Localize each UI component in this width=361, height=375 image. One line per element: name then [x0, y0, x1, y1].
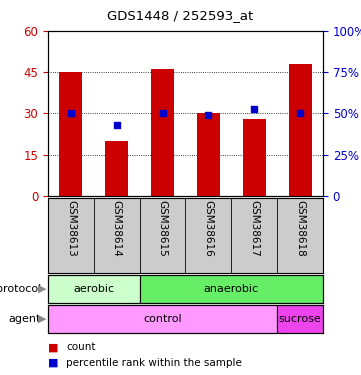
Bar [277, 305, 323, 333]
Point [114, 122, 119, 128]
Bar [151, 69, 174, 196]
Text: agent: agent [8, 314, 41, 324]
Text: ■: ■ [48, 342, 58, 352]
Point [205, 112, 211, 118]
Text: GSM38613: GSM38613 [66, 200, 76, 257]
Text: GSM38615: GSM38615 [158, 200, 168, 257]
Bar [197, 114, 220, 196]
Bar [289, 64, 312, 196]
Point [297, 111, 303, 117]
Text: GSM38614: GSM38614 [112, 200, 122, 257]
Text: GSM38616: GSM38616 [203, 200, 213, 257]
Text: ▶: ▶ [38, 314, 46, 324]
Text: anaerobic: anaerobic [204, 284, 259, 294]
Text: ■: ■ [48, 357, 58, 368]
Text: GDS1448 / 252593_at: GDS1448 / 252593_at [107, 9, 254, 22]
Text: GSM38618: GSM38618 [295, 200, 305, 257]
Text: percentile rank within the sample: percentile rank within the sample [66, 357, 242, 368]
Bar [60, 72, 82, 196]
Bar [105, 141, 128, 196]
Bar [243, 119, 266, 196]
Text: sucrose: sucrose [279, 314, 321, 324]
Point [160, 111, 165, 117]
Text: aerobic: aerobic [73, 284, 114, 294]
Point [68, 111, 74, 117]
Text: GSM38617: GSM38617 [249, 200, 259, 257]
Bar [140, 275, 323, 303]
Point [251, 105, 257, 111]
Text: protocol: protocol [0, 284, 41, 294]
Text: ▶: ▶ [38, 284, 46, 294]
Text: count: count [66, 342, 96, 352]
Text: control: control [143, 314, 182, 324]
Bar [48, 275, 140, 303]
Bar [48, 305, 277, 333]
